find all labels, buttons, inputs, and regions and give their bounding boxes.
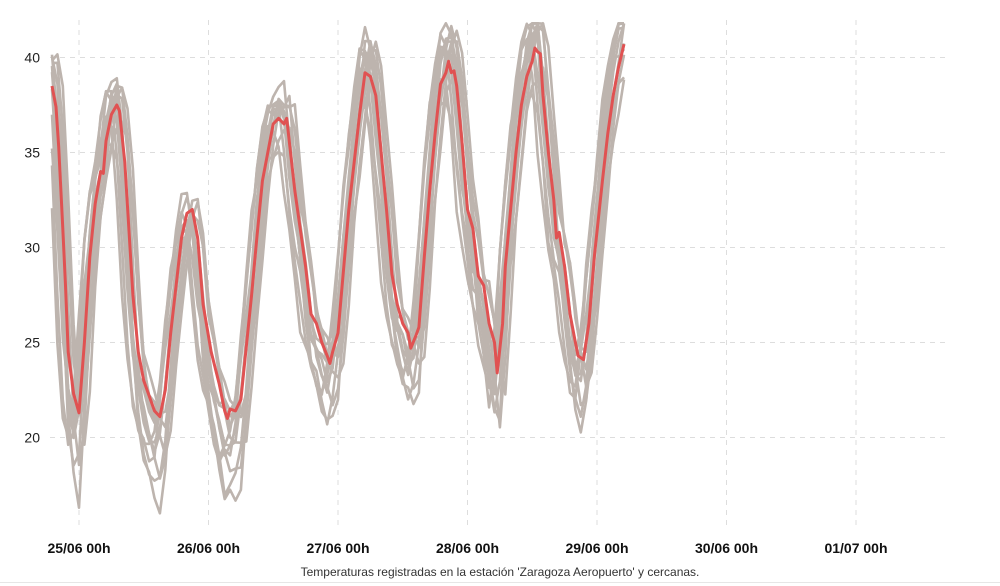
neighbor-station-line <box>50 48 626 458</box>
highlight-station-line <box>50 43 626 420</box>
x-tick-label: 29/06 00h <box>565 540 628 556</box>
y-tick-label: 25 <box>24 335 40 351</box>
y-axis-ticks: 20 25 30 35 40 <box>24 50 40 446</box>
neighbor-stations-lines <box>50 22 626 515</box>
bottom-divider <box>0 582 1000 583</box>
neighbor-station-line <box>50 22 626 515</box>
x-tick-label: 27/06 00h <box>306 540 369 556</box>
y-tick-label: 20 <box>24 430 40 446</box>
x-tick-label: 26/06 00h <box>177 540 240 556</box>
y-tick-label: 40 <box>24 50 40 66</box>
x-tick-label: 28/06 00h <box>436 540 499 556</box>
y-tick-label: 30 <box>24 240 40 256</box>
x-tick-label: 25/06 00h <box>47 540 110 556</box>
chart-caption: Temperaturas registradas en la estación … <box>300 565 700 579</box>
x-tick-label: 01/07 00h <box>824 540 887 556</box>
x-axis-ticks: 25/06 00h 26/06 00h 27/06 00h 28/06 00h 29/0… <box>47 540 887 556</box>
zaragoza-aeropuerto-line <box>50 43 626 420</box>
x-tick-label: 30/06 00h <box>695 540 758 556</box>
y-tick-label: 35 <box>24 145 40 161</box>
neighbor-station-line <box>50 66 626 415</box>
